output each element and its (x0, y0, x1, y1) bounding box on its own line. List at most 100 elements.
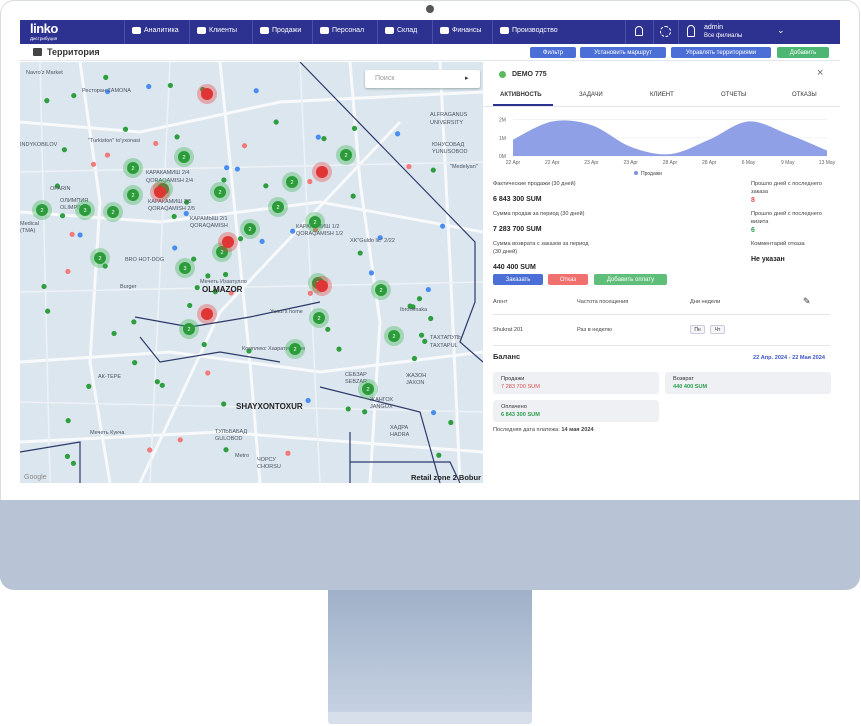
client-point[interactable] (201, 341, 207, 348)
close-button[interactable]: × (817, 67, 824, 79)
route-button[interactable]: Установить маршрут (580, 47, 666, 58)
client-point[interactable] (184, 199, 190, 205)
cluster-marker[interactable] (388, 330, 400, 342)
user-menu-chevron[interactable]: ⌄ (777, 25, 785, 35)
cluster-marker[interactable] (127, 162, 139, 174)
selected-marker[interactable] (201, 308, 213, 320)
payment-button[interactable]: Добавить оплату (594, 274, 667, 285)
nav-item[interactable]: Аналитика (132, 27, 179, 34)
cluster-marker[interactable] (183, 323, 195, 335)
client-point[interactable] (416, 296, 423, 302)
client-point[interactable] (246, 348, 252, 354)
client-point[interactable] (69, 231, 75, 237)
client-point[interactable] (221, 401, 227, 407)
nav-item[interactable]: Финансы (440, 27, 481, 34)
client-point[interactable] (154, 379, 160, 385)
selected-marker[interactable] (154, 186, 166, 198)
client-point[interactable] (131, 319, 137, 325)
nav-item[interactable]: Склад (385, 27, 417, 34)
client-point[interactable] (285, 450, 291, 456)
client-point[interactable] (407, 303, 413, 309)
edit-icon[interactable]: ✎ (803, 296, 811, 306)
client-point[interactable] (440, 223, 446, 229)
balance-period[interactable]: 22 Апр. 2024 - 22 Мая 2024 (752, 355, 825, 361)
client-point[interactable] (44, 98, 50, 104)
client-point[interactable] (312, 227, 319, 233)
cluster-marker[interactable] (127, 189, 139, 201)
tab[interactable]: ОТКАЗЫ (792, 92, 817, 98)
reject-button[interactable]: Отказ (548, 274, 588, 285)
client-point[interactable] (104, 152, 111, 158)
selected-marker[interactable] (222, 236, 234, 248)
client-point[interactable] (263, 183, 269, 189)
cluster-marker[interactable] (375, 284, 387, 296)
client-point[interactable] (77, 232, 83, 238)
client-point[interactable] (425, 286, 431, 293)
client-point[interactable] (418, 332, 425, 338)
client-point[interactable] (132, 360, 138, 366)
client-point[interactable] (221, 177, 227, 183)
cluster-marker[interactable] (79, 204, 91, 216)
branch[interactable]: Все филиалы (704, 33, 743, 39)
client-point[interactable] (70, 460, 77, 466)
selected-marker[interactable] (316, 166, 328, 178)
selected-marker[interactable] (201, 88, 213, 100)
client-point[interactable] (59, 213, 66, 219)
client-point[interactable] (224, 165, 230, 171)
client-point[interactable] (436, 452, 442, 458)
settings-icon[interactable] (660, 26, 671, 37)
client-point[interactable] (430, 409, 437, 416)
client-point[interactable] (212, 289, 218, 295)
client-point[interactable] (146, 83, 152, 90)
client-point[interactable] (394, 131, 401, 137)
nav-item[interactable]: Производство (500, 27, 558, 34)
client-point[interactable] (222, 271, 229, 278)
cluster-marker[interactable] (244, 223, 256, 235)
map-search[interactable]: Поиск ▸ (365, 70, 480, 88)
client-point[interactable] (153, 140, 159, 147)
client-point[interactable] (307, 178, 313, 185)
territories-button[interactable]: Управлять территориями (671, 47, 771, 58)
client-point[interactable] (315, 134, 321, 140)
cluster-marker[interactable] (179, 262, 191, 274)
client-point[interactable] (362, 409, 368, 415)
client-point[interactable] (177, 437, 183, 443)
client-point[interactable] (430, 167, 436, 173)
client-point[interactable] (411, 355, 418, 362)
client-point[interactable] (307, 290, 313, 296)
client-point[interactable] (103, 74, 109, 80)
client-point[interactable] (241, 143, 248, 149)
client-point[interactable] (259, 238, 265, 245)
cluster-marker[interactable] (94, 252, 106, 264)
filter-button[interactable]: Фильтр (530, 47, 576, 58)
client-point[interactable] (205, 273, 211, 279)
client-point[interactable] (191, 256, 197, 262)
client-point[interactable] (86, 383, 92, 389)
tab[interactable]: ОТЧЕТЫ (721, 92, 747, 98)
tab[interactable]: ЗАДАЧИ (579, 92, 603, 98)
client-point[interactable] (321, 136, 327, 142)
client-point[interactable] (174, 134, 180, 140)
client-point[interactable] (183, 210, 189, 217)
client-point[interactable] (422, 338, 428, 344)
client-point[interactable] (237, 236, 244, 242)
client-point[interactable] (61, 147, 68, 153)
selected-marker[interactable] (316, 280, 328, 292)
cluster-marker[interactable] (313, 312, 325, 324)
client-point[interactable] (406, 164, 412, 170)
client-point[interactable] (71, 92, 77, 99)
cluster-marker[interactable] (36, 204, 48, 216)
tab[interactable]: АКТИВНОСТЬ (500, 92, 542, 98)
search-arrow[interactable]: ▸ (465, 75, 469, 82)
notifications-icon[interactable] (635, 26, 643, 36)
order-button[interactable]: Заказать (493, 274, 543, 285)
client-point[interactable] (253, 88, 259, 94)
client-point[interactable] (41, 283, 47, 290)
client-point[interactable] (234, 166, 241, 172)
client-point[interactable] (428, 315, 434, 322)
client-point[interactable] (305, 397, 311, 404)
client-point[interactable] (102, 263, 108, 269)
client-point[interactable] (228, 290, 234, 296)
cluster-marker[interactable] (178, 151, 190, 163)
client-point[interactable] (368, 270, 375, 276)
